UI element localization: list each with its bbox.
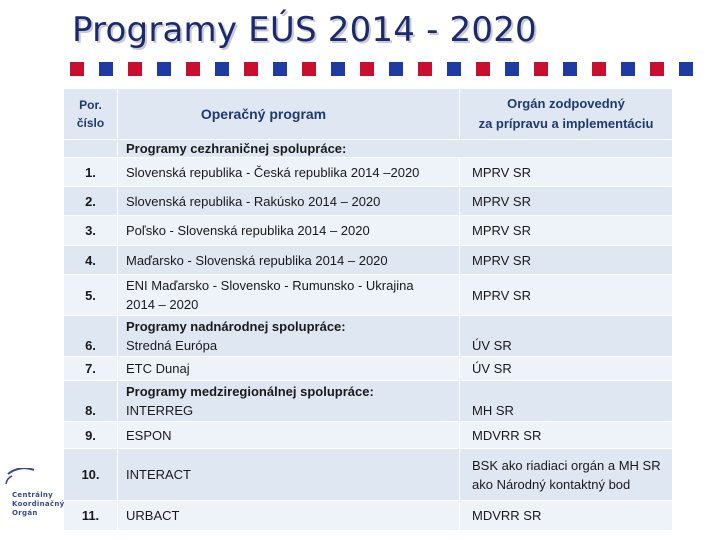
row-number: 6. (63, 315, 118, 357)
table-row: 8. Programy medziregionálnej spolupráce:… (63, 380, 673, 422)
table-row: 1. Slovenská republika - Česká republika… (63, 157, 673, 187)
table-row: 9. ESPON MDVRR SR (63, 421, 673, 449)
header-org-line2: za prípravu a implementáciu (478, 116, 654, 131)
row-org-line1: BSK ako riadiaci orgán a MH SR (472, 457, 661, 473)
table-row: 11. URBACT MDVRR SR (63, 500, 673, 531)
decorative-square (650, 62, 664, 76)
row-number: 1. (63, 157, 118, 187)
decorative-square (99, 62, 113, 76)
decorative-square-strip (70, 62, 720, 76)
table-row: 6. Programy nadnárodnej spolupráce: Stre… (63, 315, 673, 357)
row-org: MDVRR SR (459, 500, 673, 531)
header-number: Por. číslo (63, 88, 118, 140)
decorative-square (534, 62, 548, 76)
row-program: ESPON (117, 421, 460, 449)
row-program: ENI Maďarsko - Slovensko - Rumunsko - Uk… (117, 274, 460, 316)
decorative-square (128, 62, 142, 76)
row-number: 5. (63, 274, 118, 316)
section-row-cross-border: Programy cezhraničnej spolupráce: (63, 139, 673, 158)
row-org: MPRV SR (459, 274, 673, 316)
row-number: 10. (63, 448, 118, 501)
row-number: 9. (63, 421, 118, 449)
decorative-square (273, 62, 287, 76)
row-number: 7. (63, 356, 118, 381)
row-org: MPRV SR (459, 157, 673, 187)
decorative-square (447, 62, 461, 76)
row-org: MH SR (459, 380, 673, 422)
row-program: URBACT (117, 500, 460, 531)
logo-line3: Orgán (12, 509, 38, 517)
table-row: 7. ETC Dunaj ÚV SR (63, 356, 673, 381)
decorative-square (157, 62, 171, 76)
logo-graphic-icon (5, 467, 35, 485)
decorative-square (302, 62, 316, 76)
header-number-line1: Por. (79, 98, 102, 112)
decorative-square (592, 62, 606, 76)
table-row: 10. INTERACT BSK ako riadiaci orgán a MH… (63, 448, 673, 501)
page-title-shadow: Programy EÚS 2014 - 2020 (74, 12, 539, 52)
row-number: 2. (63, 186, 118, 216)
row-program: Poľsko - Slovenská republika 2014 – 2020 (117, 215, 460, 246)
decorative-square (186, 62, 200, 76)
decorative-square (360, 62, 374, 76)
section-title: Programy cezhraničnej spolupráce: (117, 139, 673, 158)
header-program: Operačný program (117, 88, 460, 140)
decorative-square (476, 62, 490, 76)
row-program: Slovenská republika - Česká republika 20… (117, 157, 460, 187)
row-org: MPRV SR (459, 245, 673, 275)
decorative-square (563, 62, 577, 76)
row-program: Programy nadnárodnej spolupráce: Stredná… (117, 315, 460, 357)
row-number: 4. (63, 245, 118, 275)
decorative-square (679, 62, 693, 76)
row-org: MPRV SR (459, 215, 673, 246)
row-program: Slovenská republika - Rakúsko 2014 – 202… (117, 186, 460, 216)
page-title: Programy EÚS 2014 - 2020 (72, 10, 537, 50)
table-row: 4. Maďarsko - Slovenská republika 2014 –… (63, 245, 673, 275)
table-row: 3. Poľsko - Slovenská republika 2014 – 2… (63, 215, 673, 246)
row-program: Programy medziregionálnej spolupráce: IN… (117, 380, 460, 422)
row-program-line2: 2014 – 2020 (126, 297, 199, 312)
section-title: Programy medziregionálnej spolupráce: (126, 384, 374, 399)
programs-table: Por. číslo Operačný program Orgán zodpov… (63, 88, 673, 531)
row-number: 8. (63, 380, 118, 422)
row-org-line2: ako Národný kontaktný bod (472, 476, 631, 492)
header-org-line1: Orgán zodpovedný (507, 96, 625, 111)
decorative-square (331, 62, 345, 76)
table-row: 2. Slovenská republika - Rakúsko 2014 – … (63, 186, 673, 216)
decorative-square (244, 62, 258, 76)
decorative-square (505, 62, 519, 76)
table-row: 5. ENI Maďarsko - Slovensko - Rumunsko -… (63, 274, 673, 316)
header-number-line2: číslo (76, 116, 105, 130)
row-org: MPRV SR (459, 186, 673, 216)
row-number: 3. (63, 215, 118, 246)
decorative-square (215, 62, 229, 76)
row-program-text: Stredná Európa (126, 338, 218, 353)
row-org: MDVRR SR (459, 421, 673, 449)
decorative-square (70, 62, 84, 76)
row-org: ÚV SR (459, 356, 673, 381)
row-org: BSK ako riadiaci orgán a MH SR ako Národ… (459, 448, 673, 501)
row-program: INTERACT (117, 448, 460, 501)
row-number: 11. (63, 500, 118, 531)
table-header-row: Por. číslo Operačný program Orgán zodpov… (63, 88, 673, 140)
decorative-square (389, 62, 403, 76)
logo-line1: Centrálny (12, 491, 54, 499)
section-title: Programy nadnárodnej spolupráce: (126, 319, 346, 334)
row-org: ÚV SR (459, 315, 673, 357)
row-program-line1: ENI Maďarsko - Slovensko - Rumunsko - Uk… (126, 278, 414, 293)
header-org: Orgán zodpovedný za prípravu a implement… (459, 88, 673, 140)
row-program: ETC Dunaj (117, 356, 460, 381)
row-program-text: INTERREG (126, 403, 194, 418)
logo-line2: Koordinačný (12, 500, 65, 508)
decorative-square (418, 62, 432, 76)
decorative-square (621, 62, 635, 76)
logo: Centrálny Koordinačný Orgán (4, 467, 70, 520)
row-program: Maďarsko - Slovenská republika 2014 – 20… (117, 245, 460, 275)
